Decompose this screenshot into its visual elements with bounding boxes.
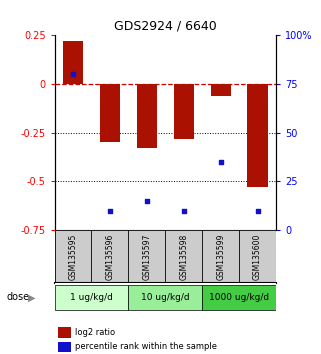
Text: GSM135595: GSM135595 bbox=[68, 233, 78, 280]
Bar bbox=[55, 285, 128, 310]
Point bbox=[107, 208, 113, 213]
Text: GSM135598: GSM135598 bbox=[179, 234, 188, 280]
Text: GSM135596: GSM135596 bbox=[105, 233, 115, 280]
Text: dose: dose bbox=[6, 292, 30, 302]
Bar bbox=[211, 84, 231, 96]
Bar bbox=[63, 41, 83, 84]
Bar bbox=[137, 84, 157, 148]
Point bbox=[218, 159, 223, 165]
Text: percentile rank within the sample: percentile rank within the sample bbox=[75, 342, 217, 352]
Point bbox=[144, 198, 150, 204]
Bar bbox=[202, 285, 276, 310]
Bar bbox=[247, 84, 268, 187]
Text: 10 ug/kg/d: 10 ug/kg/d bbox=[141, 293, 190, 302]
Point bbox=[255, 208, 260, 213]
Text: GSM135599: GSM135599 bbox=[216, 233, 225, 280]
Bar bbox=[174, 84, 194, 139]
Text: log2 ratio: log2 ratio bbox=[75, 328, 116, 337]
Point bbox=[71, 72, 76, 77]
Text: 1000 ug/kg/d: 1000 ug/kg/d bbox=[209, 293, 269, 302]
Text: GSM135597: GSM135597 bbox=[142, 233, 152, 280]
Point bbox=[181, 208, 187, 213]
Text: 1 ug/kg/d: 1 ug/kg/d bbox=[70, 293, 113, 302]
Text: GSM135600: GSM135600 bbox=[253, 233, 262, 280]
Bar bbox=[100, 84, 120, 143]
Bar bbox=[128, 285, 202, 310]
Title: GDS2924 / 6640: GDS2924 / 6640 bbox=[114, 20, 217, 33]
Text: ▶: ▶ bbox=[28, 292, 36, 302]
